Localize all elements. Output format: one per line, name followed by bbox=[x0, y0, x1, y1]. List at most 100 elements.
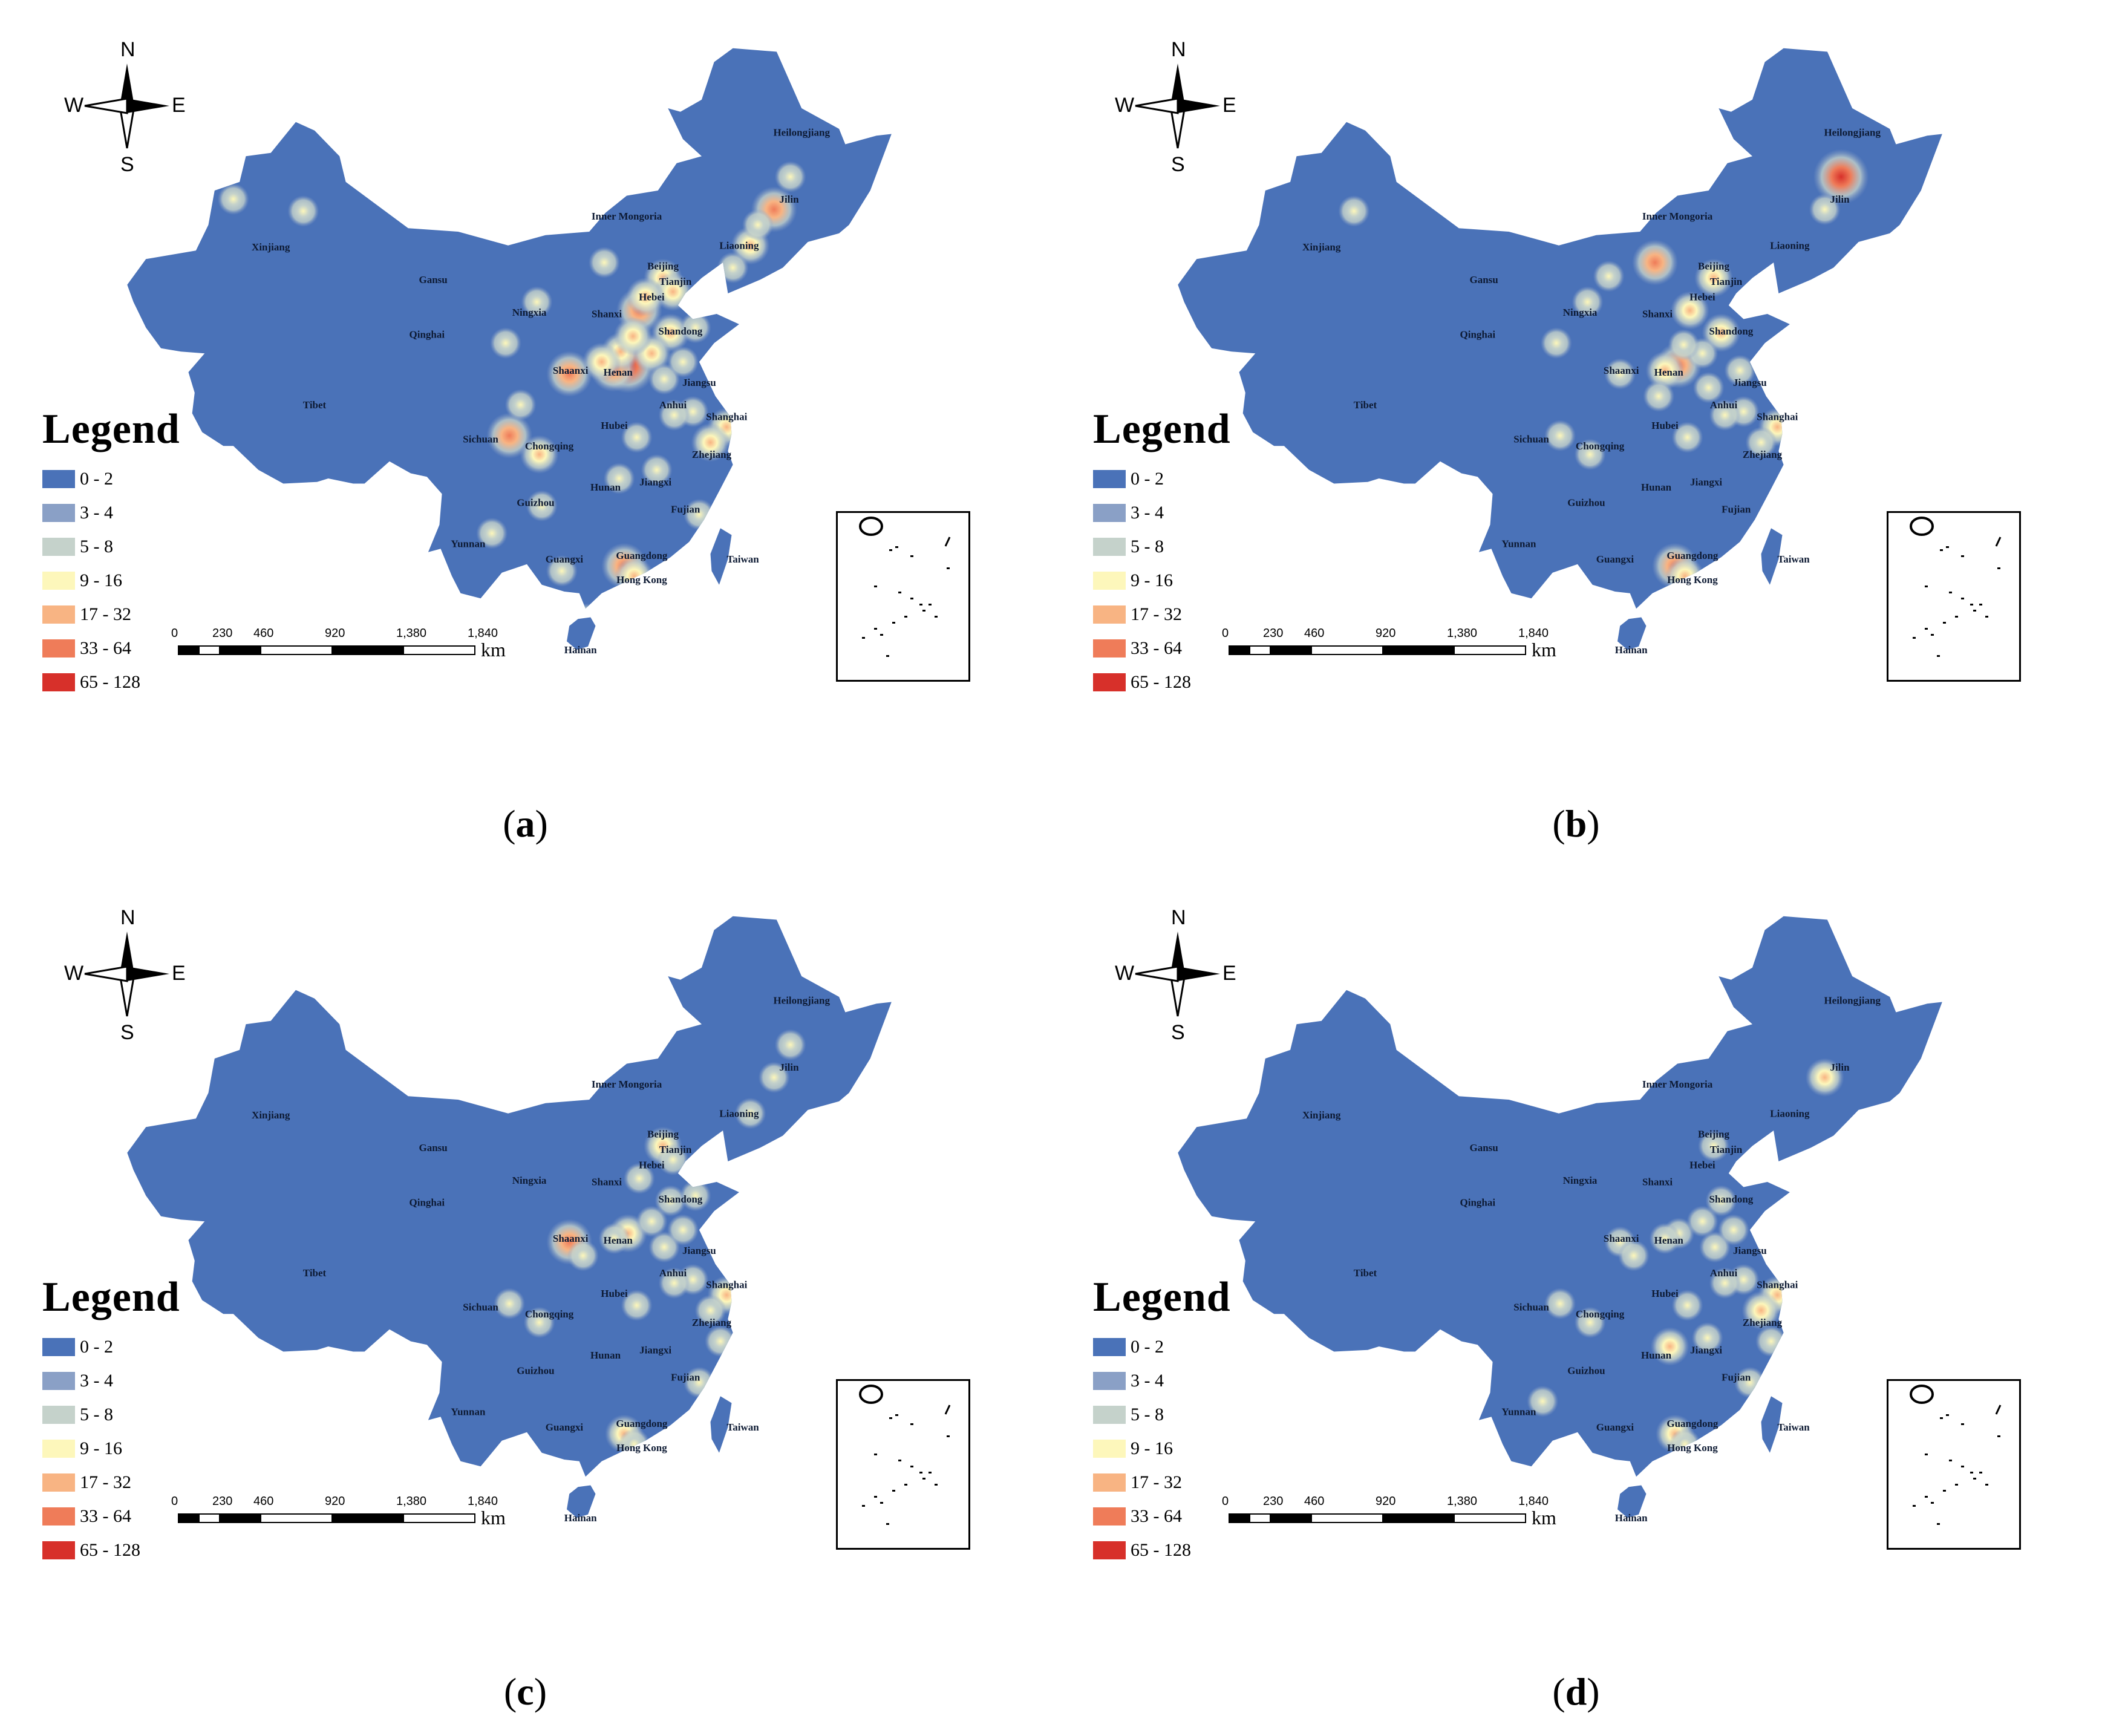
hainan-island bbox=[567, 617, 596, 650]
density-hotspot bbox=[734, 1097, 766, 1129]
province-label: Shanghai bbox=[1757, 1279, 1798, 1291]
province-label: Anhui bbox=[1710, 399, 1738, 411]
legend-swatch bbox=[42, 1440, 75, 1458]
province-label: Shaanxi bbox=[1604, 365, 1639, 376]
legend-row: 0 - 2 bbox=[1093, 1330, 1231, 1364]
density-hotspot bbox=[1650, 1327, 1689, 1366]
density-hotspot bbox=[526, 490, 558, 522]
density-hotspot bbox=[1574, 439, 1606, 471]
legend-row: 17 - 32 bbox=[1093, 1466, 1231, 1499]
province-label: Shanxi bbox=[592, 308, 622, 320]
legend-swatch bbox=[42, 1372, 75, 1390]
density-hotspot bbox=[658, 399, 690, 431]
panel-caption-letter: d bbox=[1565, 1670, 1587, 1713]
density-hotspot bbox=[1544, 420, 1576, 452]
province-label: Hubei bbox=[1651, 1288, 1679, 1299]
province-label: Henan bbox=[1654, 367, 1684, 378]
scale-tick-label: 0 bbox=[1222, 1495, 1229, 1508]
scale-tick-label: 460 bbox=[1304, 627, 1325, 640]
density-hotspot bbox=[636, 1206, 668, 1238]
province-label: Gansu bbox=[419, 274, 447, 286]
legend-label: 9 - 16 bbox=[1131, 1438, 1173, 1458]
map-panel-d: Heilongjiang Jilin Liaoning Inner Mongoria X… bbox=[1051, 868, 2101, 1736]
density-hotspot bbox=[1643, 380, 1675, 412]
legend-row: 0 - 2 bbox=[42, 462, 180, 496]
density-hotspot bbox=[546, 351, 593, 397]
legend: Legend 0 - 2 3 - 4 5 - 8 9 - 16 17 - 32 33 - 6… bbox=[1093, 405, 1231, 699]
province-label: Gansu bbox=[1469, 1142, 1498, 1154]
province-label: Jiangxi bbox=[639, 476, 671, 488]
compass-rose bbox=[84, 64, 169, 149]
china-landmass bbox=[127, 916, 892, 1477]
legend-label: 17 - 32 bbox=[80, 1472, 131, 1492]
legend-row: 33 - 64 bbox=[42, 631, 180, 665]
province-label: Yunnan bbox=[1501, 1406, 1536, 1417]
scale-tick-label: 460 bbox=[1304, 1495, 1325, 1508]
density-hotspot bbox=[582, 342, 621, 382]
china-map: Heilongjiang Jilin Liaoning Inner Mongoria X… bbox=[84, 916, 892, 1524]
province-label: Anhui bbox=[1710, 1267, 1738, 1279]
density-hotspot bbox=[1692, 371, 1725, 403]
province-label: Zhejiang bbox=[692, 1317, 732, 1328]
legend-swatch bbox=[42, 504, 75, 522]
province-label: Tianjin bbox=[659, 1144, 692, 1155]
province-label: Henan bbox=[604, 1235, 633, 1246]
compass-n-label: N bbox=[120, 38, 135, 61]
panel-caption-letter: b bbox=[1565, 802, 1587, 845]
province-label: Hainan bbox=[1615, 1512, 1648, 1524]
legend: Legend 0 - 2 3 - 4 5 - 8 9 - 16 17 - 32 33 - 6… bbox=[42, 1273, 180, 1567]
legend-label: 3 - 4 bbox=[1131, 1371, 1164, 1391]
legend-label: 65 - 128 bbox=[80, 672, 140, 692]
density-hotspot bbox=[476, 517, 508, 549]
province-label: Shanxi bbox=[1642, 1176, 1673, 1188]
province-label: Anhui bbox=[659, 399, 687, 411]
province-label: Qinghai bbox=[410, 329, 445, 341]
compass-e-label: E bbox=[172, 94, 186, 117]
legend-row: 3 - 4 bbox=[42, 496, 180, 530]
scale-tick-label: 460 bbox=[253, 1495, 274, 1508]
scale-unit-label: km bbox=[481, 639, 506, 661]
province-label: Chongqing bbox=[525, 1308, 574, 1320]
scale-tick-label: 1,840 bbox=[468, 627, 498, 640]
province-label: Guangxi bbox=[546, 553, 584, 565]
scale-tick-label: 920 bbox=[325, 627, 345, 640]
density-hotspot bbox=[1813, 149, 1869, 205]
province-label: Hebei bbox=[639, 291, 665, 302]
compass-e-label: E bbox=[1222, 962, 1236, 985]
legend-label: 65 - 128 bbox=[80, 1540, 140, 1560]
legend-swatch bbox=[42, 1541, 75, 1559]
province-label: Guangxi bbox=[1596, 553, 1634, 565]
scale-tick-label: 230 bbox=[212, 627, 233, 640]
legend-swatch bbox=[42, 605, 75, 624]
legend-title: Legend bbox=[1093, 406, 1231, 452]
legend-label: 9 - 16 bbox=[1131, 570, 1173, 590]
density-hotspot bbox=[641, 454, 673, 486]
density-hotspot bbox=[1809, 194, 1841, 226]
scale-bar bbox=[1229, 645, 1526, 655]
scale-tick-label: 1,380 bbox=[1447, 627, 1478, 640]
density-hotspot bbox=[589, 247, 620, 278]
province-label: Beijing bbox=[647, 260, 679, 272]
province-label: Liaoning bbox=[1770, 1108, 1810, 1119]
taiwan-island bbox=[1761, 528, 1783, 585]
compass-s-label: S bbox=[1171, 153, 1185, 176]
legend-label: 65 - 128 bbox=[1131, 672, 1191, 692]
density-hotspots bbox=[494, 1029, 806, 1460]
density-hotspot bbox=[489, 327, 521, 359]
density-hotspot bbox=[1755, 1325, 1787, 1357]
province-label: Jiangxi bbox=[1690, 476, 1722, 488]
province-label: Hubei bbox=[1651, 420, 1679, 431]
density-hotspot bbox=[603, 463, 635, 494]
compass-e-label: E bbox=[172, 962, 186, 985]
inset-islands bbox=[859, 517, 951, 657]
province-label: Heilongjiang bbox=[773, 994, 830, 1006]
province-label: Tibet bbox=[1354, 399, 1377, 411]
legend-swatch bbox=[1093, 1507, 1126, 1526]
province-label: Hong Kong bbox=[1667, 574, 1718, 586]
scale-tick-label: 230 bbox=[1263, 1495, 1284, 1508]
legend-row: 0 - 2 bbox=[1093, 462, 1231, 496]
scale-tick-label: 1,380 bbox=[396, 1495, 427, 1508]
inset-islands bbox=[1910, 517, 2002, 657]
density-hotspot bbox=[1645, 351, 1685, 390]
province-label: Hainan bbox=[1615, 644, 1648, 656]
